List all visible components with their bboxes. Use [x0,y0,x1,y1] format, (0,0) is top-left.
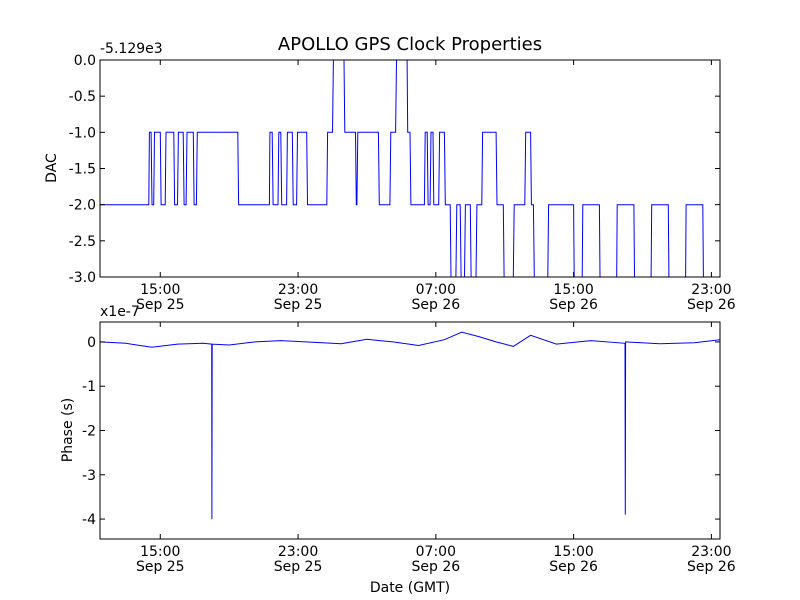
y-tick-label: -1.0 [69,125,96,141]
x-tick-time-label: 15:00 [553,282,593,298]
x-tick-time-label: 15:00 [140,282,180,298]
y-tick-label: -1.5 [69,162,96,178]
x-tick-time-label: 23:00 [691,544,731,560]
x-axis-label: Date (GMT) [370,580,450,596]
x-tick-date-label: Sep 26 [687,297,736,313]
phase-y-axis-label: Phase (s) [60,398,76,462]
x-tick-date-label: Sep 25 [274,297,323,313]
y-tick-label: -2.5 [69,234,96,250]
dac-offset-label: -5.129e3 [100,41,163,57]
y-tick-label: -4 [82,512,96,528]
x-tick-time-label: 07:00 [416,282,456,298]
y-tick-label: -1 [82,379,96,395]
x-tick-date-label: Sep 25 [136,297,185,313]
x-tick-date-label: Sep 25 [136,559,185,575]
phase-y-ticks: 0 -1 -2 -3 -4 [82,335,720,528]
x-tick-time-label: 23:00 [278,544,318,560]
x-tick-date-label: Sep 26 [549,559,598,575]
chart-title: APOLLO GPS Clock Properties [278,34,542,55]
phase-series-line [99,331,721,520]
x-tick-time-label: 07:00 [416,544,456,560]
dac-y-ticks: 0.0 -0.5 -1.0 -1.5 -2.0 -2.5 -3.0 [69,53,720,286]
y-tick-label: -3 [82,468,96,484]
y-tick-label: -0.5 [69,89,96,105]
x-tick-time-label: 23:00 [691,282,731,298]
y-tick-label: -2 [82,424,96,440]
x-tick-date-label: Sep 25 [274,559,323,575]
x-tick-date-label: Sep 26 [412,559,461,575]
dac-series [100,59,720,278]
y-tick-label: 0.0 [74,53,96,69]
y-tick-label: 0 [87,335,96,351]
x-tick-date-label: Sep 26 [549,297,598,313]
phase-offset-label: x1e-7 [100,304,140,320]
y-tick-label: -3.0 [69,270,96,286]
x-tick-time-label: 23:00 [278,282,318,298]
phase-series [99,331,721,520]
x-tick-date-label: Sep 26 [412,297,461,313]
dac-y-axis-label: DAC [44,153,60,183]
x-tick-time-label: 15:00 [140,544,180,560]
dac-series-line [100,59,720,278]
x-tick-time-label: 15:00 [553,544,593,560]
x-tick-date-label: Sep 26 [687,559,736,575]
y-tick-label: -2.0 [69,198,96,214]
